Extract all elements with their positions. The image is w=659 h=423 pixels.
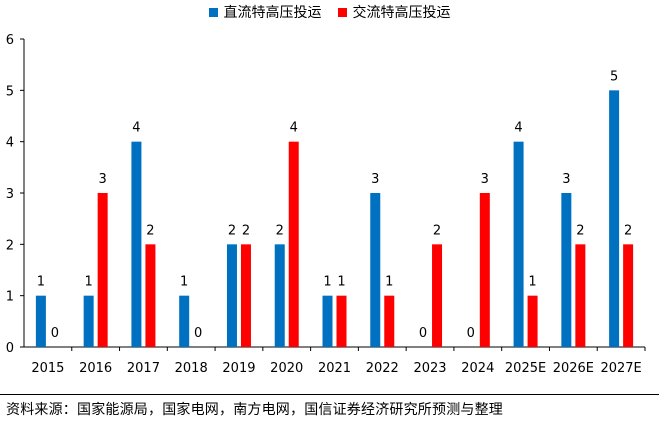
bar-dc-2015 [35,295,46,347]
y-tick-label-0: 0 [6,341,14,356]
data-label-dc-2017: 4 [132,121,140,136]
data-label-ac-2021: 1 [337,275,345,290]
bar-ac-2024 [479,193,490,347]
bar-dc-2017 [131,141,142,347]
data-label-dc-2025E: 4 [514,121,522,136]
bar-ac-2026E [575,244,586,347]
bar-dc-2021 [322,295,333,347]
bar-ac-2017 [145,244,156,347]
y-tick-label-5: 5 [6,84,14,99]
x-tick-label-2018: 2018 [175,361,208,376]
data-label-dc-2026E: 3 [562,172,570,187]
legend-label-series-2: 交流特高压投运 [352,5,451,21]
data-label-ac-2024: 3 [481,172,489,187]
bar-dc-2027E [609,90,620,347]
x-tick-label-2024: 2024 [461,361,494,376]
bar-ac-2027E [623,244,634,347]
x-tick-label-2015: 2015 [31,361,64,376]
data-label-dc-2015: 1 [37,275,45,290]
legend-label-series-1: 直流特高压投运 [223,5,322,21]
data-label-ac-2016: 3 [99,172,107,187]
x-tick-label-2020: 2020 [270,361,303,376]
y-tick-label-4: 4 [6,136,14,151]
bar-ac-2016 [97,193,108,347]
data-label-ac-2019: 2 [242,223,250,238]
data-label-dc-2027E: 5 [610,69,618,84]
bar-dc-2019 [226,244,237,347]
data-label-ac-2023: 2 [433,223,441,238]
x-tick-label-2017: 2017 [127,361,160,376]
data-label-dc-2018: 1 [180,275,188,290]
bar-dc-2016 [83,295,94,347]
bar-ac-2023 [432,244,443,347]
bar-ac-2022 [384,295,395,347]
data-label-ac-2026E: 2 [576,223,584,238]
x-tick-label-2025E: 2025E [505,361,546,376]
bar-ac-2025E [527,295,538,347]
x-tick-label-2019: 2019 [222,361,255,376]
bar-ac-2019 [240,244,251,347]
y-tick-label-1: 1 [6,290,14,305]
data-label-dc-2022: 3 [371,172,379,187]
bar-dc-2026E [561,193,572,347]
legend-swatch-series-2 [337,7,347,17]
data-label-ac-2020: 4 [290,121,298,136]
data-label-dc-2023: 0 [419,326,427,341]
y-tick-label-2: 2 [6,238,14,253]
data-label-dc-2021: 1 [323,275,331,290]
data-label-ac-2027E: 2 [624,223,632,238]
x-tick-label-2023: 2023 [413,361,446,376]
data-label-ac-2025E: 1 [528,275,536,290]
source-note: 资料来源：国家能源局，国家电网，南方电网，国信证券经济研究所预测与整理 [6,402,503,418]
data-label-dc-2019: 2 [228,223,236,238]
x-tick-label-2021: 2021 [318,361,351,376]
data-label-dc-2016: 1 [85,275,93,290]
bar-dc-2022 [370,193,381,347]
x-tick-label-2022: 2022 [366,361,399,376]
chart-legend: 直流特高压投运 交流特高压投运 [0,2,659,22]
y-tick-label-6: 6 [6,33,14,48]
bar-ac-2021 [336,295,347,347]
data-label-ac-2015: 0 [51,326,59,341]
bar-dc-2018 [179,295,190,347]
y-tick-label-3: 3 [6,187,14,202]
data-label-ac-2022: 1 [385,275,393,290]
bar-ac-2020 [288,141,299,347]
data-label-dc-2024: 0 [467,326,475,341]
data-label-dc-2020: 2 [276,223,284,238]
source-divider [0,394,659,395]
legend-item-series-2: 交流特高压投运 [337,2,451,22]
x-tick-label-2027E: 2027E [600,361,641,376]
data-label-ac-2018: 0 [194,326,202,341]
bar-dc-2020 [274,244,285,347]
bar-dc-2025E [513,141,524,347]
legend-item-series-1: 直流特高压投运 [208,2,322,22]
legend-swatch-series-1 [208,7,218,17]
x-tick-label-2026E: 2026E [553,361,594,376]
data-label-ac-2017: 2 [146,223,154,238]
x-tick-label-2016: 2016 [79,361,112,376]
